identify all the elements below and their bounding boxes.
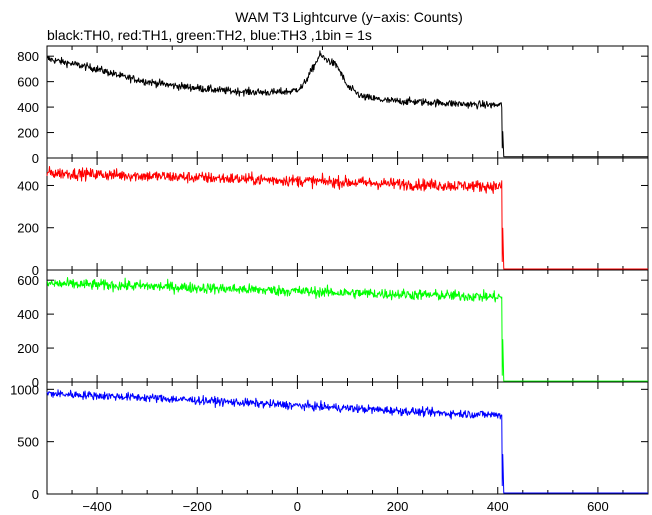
panel-frame (46, 157, 649, 271)
y-tick-label: 400 (17, 178, 39, 193)
y-tick-label: 0 (32, 151, 39, 166)
x-tick-label: 400 (487, 499, 509, 514)
y-tick-label: 600 (17, 273, 39, 288)
x-tick-label: 600 (587, 499, 609, 514)
y-tick-label: 600 (17, 75, 39, 90)
chart-title: WAM T3 Lightcurve (y−axis: Counts) (235, 9, 463, 25)
y-tick-label: 500 (17, 435, 39, 450)
series-line-th0 (46, 50, 648, 158)
y-tick-label: 400 (17, 307, 39, 322)
y-tick-label: 0 (32, 487, 39, 502)
panel-th0: 0 200 400 600 800 (17, 45, 649, 166)
panel-frame (46, 45, 649, 159)
y-tick-label: 200 (17, 126, 39, 141)
x-tick-label: −400 (82, 499, 111, 514)
y-tick-label: 200 (17, 221, 39, 236)
y-tick-label: 200 (17, 341, 39, 356)
x-tick-label: 0 (294, 499, 301, 514)
panel-th3: 0 500 1000 (10, 381, 649, 502)
series-line-th3 (46, 389, 648, 494)
panel-frame (46, 269, 649, 383)
y-tick-label: 800 (17, 49, 39, 64)
y-tick-label: 1000 (10, 382, 39, 397)
y-tick-label: 0 (32, 375, 39, 390)
y-tick-label: 400 (17, 100, 39, 115)
panel-th2: 0 200 400 600 (17, 269, 649, 390)
chart-subtitle: black:TH0, red:TH1, green:TH2, blue:TH3 … (47, 27, 372, 43)
series-line-th1 (46, 166, 648, 270)
panels-group: 02004006008000200400020040060005001000−4… (10, 45, 649, 514)
series-line-th2 (46, 277, 648, 382)
x-tick-label: 200 (387, 499, 409, 514)
panel-th1: 0 200 400 (17, 157, 649, 278)
y-tick-label: 0 (32, 263, 39, 278)
x-tick-label: −200 (183, 499, 212, 514)
